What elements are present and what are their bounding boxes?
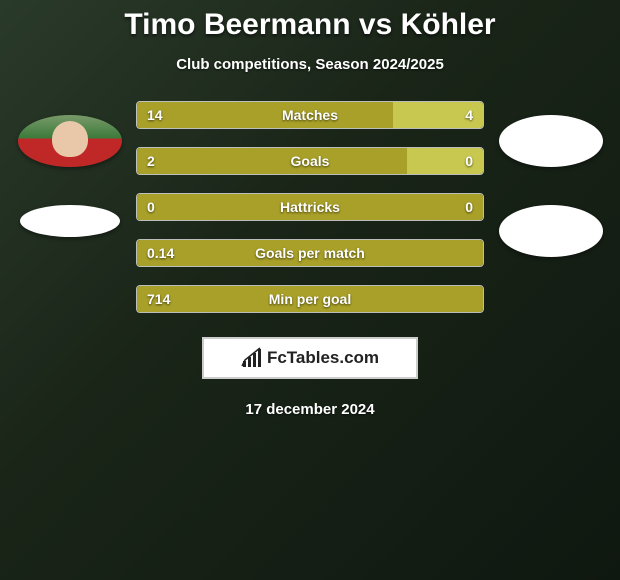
stat-left-value: 2 (147, 153, 155, 169)
stat-label: Matches (282, 107, 338, 123)
logo-text: FcTables.com (267, 348, 379, 368)
main-area: 14 4 Matches 2 0 Goals 0 0 Hattricks 0.14 Goals pe… (0, 101, 620, 313)
stat-left-value: 0 (147, 199, 155, 215)
stat-right-value: 0 (465, 199, 473, 215)
stat-bar: 0 0 Hattricks (136, 193, 484, 221)
stat-bar-left-segment (137, 102, 393, 128)
stat-left-value: 714 (147, 291, 170, 307)
stat-right-value: 4 (465, 107, 473, 123)
comparison-container: Timo Beermann vs Köhler Club competition… (0, 0, 620, 418)
fctables-logo[interactable]: FcTables.com (202, 337, 418, 379)
player-left-column (17, 101, 122, 237)
date-line: 17 december 2024 (0, 401, 620, 418)
player-left-placeholder (20, 205, 120, 237)
stat-label: Goals (291, 153, 330, 169)
stat-label: Min per goal (269, 291, 351, 307)
stat-label: Goals per match (255, 245, 365, 261)
stat-bar: 2 0 Goals (136, 147, 484, 175)
subtitle: Club competitions, Season 2024/2025 (0, 56, 620, 73)
stat-left-value: 14 (147, 107, 163, 123)
page-title: Timo Beermann vs Köhler (0, 8, 620, 42)
stat-bar: 14 4 Matches (136, 101, 484, 129)
player-right-avatar (499, 115, 603, 167)
stat-right-value: 0 (465, 153, 473, 169)
stat-bar: 714 Min per goal (136, 285, 484, 313)
stat-bar: 0.14 Goals per match (136, 239, 484, 267)
player-right-column (498, 101, 603, 257)
player-left-avatar (18, 115, 122, 167)
player-right-placeholder (499, 205, 603, 257)
stat-bar-left-segment (137, 148, 407, 174)
stat-label: Hattricks (280, 199, 340, 215)
stat-left-value: 0.14 (147, 245, 174, 261)
bar-chart-icon (241, 347, 263, 369)
stats-bars: 14 4 Matches 2 0 Goals 0 0 Hattricks 0.14 Goals pe… (136, 101, 484, 313)
